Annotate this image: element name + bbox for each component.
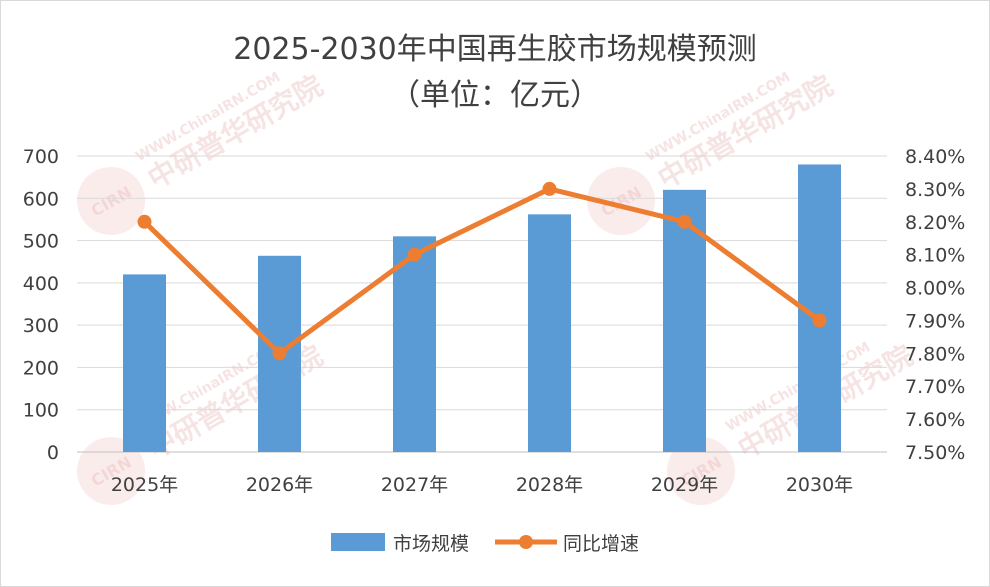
legend-bar-swatch	[331, 533, 385, 551]
chart-title: 2025-2030年中国再生胶市场规模预测	[233, 32, 757, 67]
chart-subtitle: （单位：亿元）	[390, 78, 600, 113]
legend: 市场规模 同比增速	[331, 533, 639, 555]
left-tick-label: 500	[23, 231, 59, 253]
x-tick-label: 2030年	[786, 474, 853, 496]
right-tick-label: 8.00%	[905, 278, 965, 300]
right-tick-label: 7.70%	[905, 376, 965, 398]
x-tick-label: 2026年	[246, 474, 313, 496]
x-axis-ticks: 2025年 2026年 2027年 2028年 2029年 2030年	[111, 474, 853, 496]
line-series	[137, 181, 827, 361]
x-tick-label: 2029年	[651, 474, 718, 496]
line-point	[542, 181, 557, 196]
left-tick-label: 300	[23, 315, 59, 337]
right-axis-ticks: 7.50% 7.60% 7.70% 7.80% 7.90% 8.00% 8.10% 8.20%…	[905, 146, 965, 464]
line-point	[677, 214, 692, 229]
left-tick-label: 200	[23, 357, 59, 379]
legend-label-line: 同比增速	[563, 533, 639, 555]
watermark-logo-icon	[667, 437, 735, 505]
left-tick-label: 600	[23, 188, 59, 210]
bar	[123, 274, 166, 452]
left-tick-label: 400	[23, 273, 59, 295]
bar	[528, 214, 571, 452]
bar	[393, 236, 436, 452]
right-tick-label: 7.80%	[905, 343, 965, 365]
watermark-logo-icon	[77, 437, 145, 505]
legend-label-bar: 市场规模	[393, 533, 469, 555]
line-point	[137, 214, 152, 229]
left-tick-label: 100	[23, 400, 59, 422]
legend-line-marker	[519, 535, 533, 549]
right-tick-label: 7.60%	[905, 409, 965, 431]
line-point	[407, 247, 422, 262]
right-tick-label: 8.30%	[905, 179, 965, 201]
right-tick-label: 8.40%	[905, 146, 965, 168]
x-tick-label: 2028年	[516, 474, 583, 496]
series-line	[142, 186, 822, 356]
gridlines	[77, 155, 887, 453]
line-point	[272, 346, 287, 361]
bar	[663, 189, 706, 453]
line-point	[812, 313, 827, 328]
right-tick-label: 8.10%	[905, 245, 965, 267]
watermark-layer: CIRNWWW.ChinaIRN.COM中研普华研究院CIRNWWW.China…	[77, 69, 918, 505]
x-tick-label: 2027年	[381, 474, 448, 496]
left-axis-ticks: 0 100 200 300 400 500 600 700	[23, 146, 59, 464]
left-tick-label: 0	[47, 442, 59, 464]
watermark-logo-icon	[77, 167, 145, 235]
right-tick-label: 7.90%	[905, 310, 965, 332]
x-tick-label: 2025年	[111, 474, 178, 496]
right-tick-label: 7.50%	[905, 442, 965, 464]
right-tick-label: 8.20%	[905, 212, 965, 234]
watermark-logo-icon	[587, 167, 655, 235]
left-tick-label: 700	[23, 146, 59, 168]
